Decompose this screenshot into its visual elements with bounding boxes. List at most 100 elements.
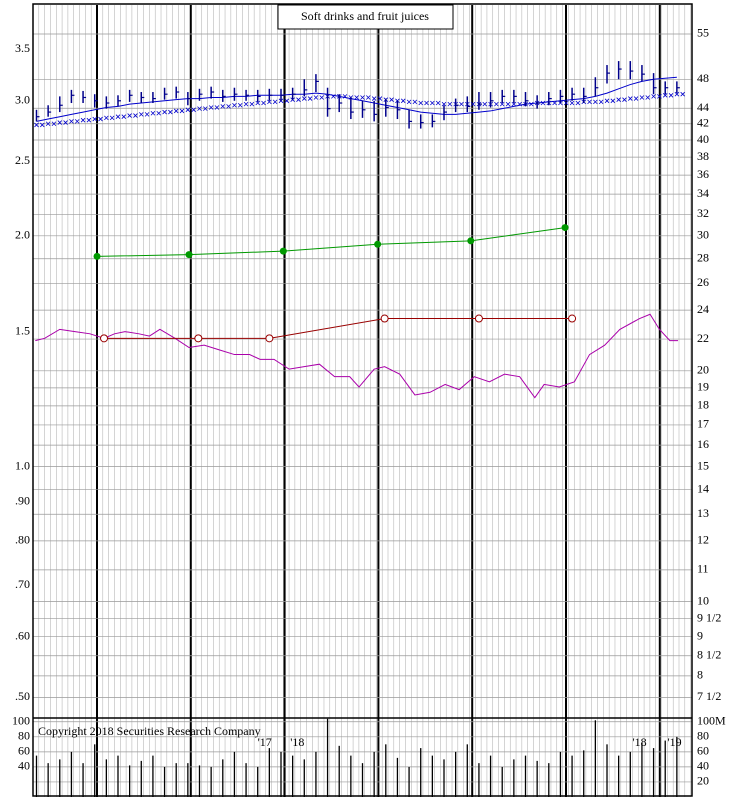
ma2-marker bbox=[616, 97, 627, 102]
moving-average bbox=[36, 76, 677, 122]
earnings-marker bbox=[185, 251, 193, 259]
ma2-marker bbox=[243, 101, 255, 107]
y-tick-label: .80 bbox=[15, 533, 30, 547]
ma2-marker bbox=[604, 98, 616, 104]
y-tick-label: 2.5 bbox=[15, 153, 30, 167]
y2-tick-label: 42 bbox=[697, 116, 709, 130]
x-tick-label: '18 bbox=[290, 735, 304, 749]
y-tick-label: 3.5 bbox=[15, 41, 30, 55]
y2-tick-label: 19 bbox=[697, 380, 709, 394]
ma2-marker bbox=[45, 121, 57, 127]
y2-tick-label: 14 bbox=[697, 481, 709, 495]
y2-tick-label: 24 bbox=[697, 302, 709, 316]
y2-tick-label: 11 bbox=[697, 562, 709, 576]
dividend-marker bbox=[265, 334, 274, 343]
relative-strength bbox=[35, 313, 679, 399]
ma2-marker bbox=[360, 95, 371, 100]
ma2-marker bbox=[639, 95, 651, 100]
ma2-marker bbox=[127, 113, 138, 118]
ma2-marker bbox=[173, 108, 185, 114]
ma2-marker bbox=[57, 120, 68, 125]
volume-y2-tick-label: 40 bbox=[697, 759, 709, 773]
y-tick-label: .50 bbox=[15, 689, 30, 703]
earnings-marker bbox=[279, 247, 287, 255]
volume-y2-tick-label: 20 bbox=[697, 774, 709, 788]
y-tick-label: .60 bbox=[15, 628, 30, 642]
y-tick-label: 1.5 bbox=[15, 323, 30, 337]
ma2-marker bbox=[255, 100, 266, 106]
y2-tick-label: 9 1/2 bbox=[697, 610, 721, 624]
ma2-marker bbox=[406, 99, 418, 105]
dividend-marker bbox=[568, 314, 577, 323]
ma2-marker bbox=[185, 107, 196, 113]
volume-tick-label: 40 bbox=[18, 759, 30, 773]
ma2-marker bbox=[150, 110, 162, 116]
ma2-marker bbox=[220, 104, 231, 109]
ma2-marker bbox=[651, 94, 662, 99]
ma2-marker bbox=[628, 96, 639, 101]
dividend-marker bbox=[100, 334, 109, 343]
y2-tick-label: 34 bbox=[697, 186, 709, 200]
y2-tick-label: 13 bbox=[697, 506, 709, 520]
y2-tick-label: 55 bbox=[697, 26, 709, 40]
ma2-marker bbox=[674, 91, 685, 97]
ma2-marker bbox=[208, 105, 220, 110]
ma2-marker bbox=[34, 122, 45, 128]
ma2-marker bbox=[569, 100, 581, 106]
ma2-marker bbox=[662, 93, 674, 98]
y2-tick-label: 8 bbox=[697, 668, 703, 682]
y2-tick-label: 36 bbox=[697, 167, 709, 181]
y2-tick-label: 10 bbox=[697, 593, 709, 607]
ma2-marker bbox=[92, 116, 103, 122]
dividend-line bbox=[104, 318, 573, 339]
y-tick-label: .90 bbox=[15, 493, 30, 507]
y2-tick-label: 40 bbox=[697, 132, 709, 146]
ma2-marker bbox=[80, 117, 92, 123]
ma2-marker bbox=[138, 112, 150, 117]
y2-tick-label: 9 bbox=[697, 628, 703, 642]
y2-tick-label: 12 bbox=[697, 533, 709, 547]
x-tick-label: '17 bbox=[258, 735, 272, 749]
volume-tick-label: 80 bbox=[18, 729, 30, 743]
y2-tick-label: 15 bbox=[697, 458, 709, 472]
ma2-marker bbox=[302, 96, 313, 101]
y2-tick-label: 20 bbox=[697, 363, 709, 377]
y2-tick-label: 26 bbox=[697, 275, 709, 289]
ma2-marker bbox=[162, 109, 173, 115]
y2-tick-label: 16 bbox=[697, 437, 709, 451]
y2-tick-label: 44 bbox=[697, 100, 709, 114]
marks bbox=[34, 61, 685, 797]
dividend-marker bbox=[474, 314, 483, 323]
title-box bbox=[277, 4, 454, 30]
volume-y2-tick-label: 100M bbox=[697, 714, 726, 728]
volume-y2-tick-label: 60 bbox=[697, 744, 709, 758]
earnings-marker bbox=[467, 237, 475, 245]
y2-tick-label: 8 1/2 bbox=[697, 647, 721, 661]
ma2-marker bbox=[69, 119, 80, 124]
grid bbox=[33, 5, 692, 797]
ma2-marker bbox=[558, 100, 569, 106]
y2-tick-label: 7 1/2 bbox=[697, 689, 721, 703]
ma2-marker bbox=[430, 100, 441, 106]
y2-tick-label: 22 bbox=[697, 331, 709, 345]
ma2-marker bbox=[197, 106, 208, 111]
y-tick-label: 3.0 bbox=[15, 93, 30, 107]
y-tick-label: .70 bbox=[15, 577, 30, 591]
ma2-marker bbox=[593, 99, 604, 105]
volume-tick-label: 100 bbox=[12, 714, 30, 728]
y2-tick-label: 17 bbox=[697, 417, 709, 431]
y2-tick-label: 28 bbox=[697, 251, 709, 265]
chart-title: Soft drinks and fruit juices bbox=[301, 9, 429, 23]
ma2-marker bbox=[511, 101, 522, 107]
earnings-marker bbox=[374, 240, 382, 248]
volume-tick-label: 60 bbox=[18, 744, 30, 758]
ma2-marker bbox=[267, 99, 278, 105]
earnings-marker bbox=[561, 224, 569, 232]
ma2-marker bbox=[499, 101, 511, 107]
frame bbox=[32, 3, 693, 797]
x-tick-label: '19 bbox=[667, 735, 681, 749]
ma2-marker bbox=[232, 102, 243, 108]
dividend-marker bbox=[380, 314, 389, 323]
y2-tick-label: 32 bbox=[697, 206, 709, 220]
